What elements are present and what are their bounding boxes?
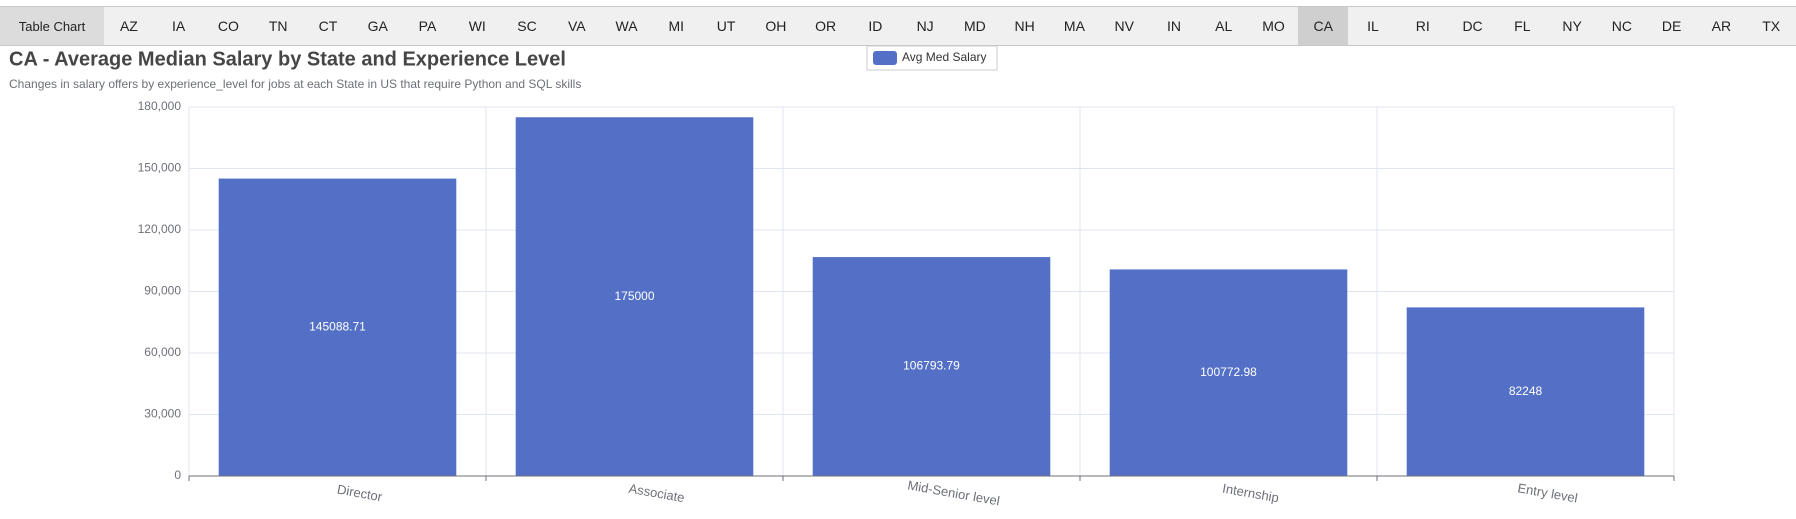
tab-ny[interactable]: NY: [1562, 18, 1582, 34]
chart-subtitle: Changes in salary offers by experience_l…: [9, 77, 581, 91]
tab-de[interactable]: DE: [1661, 18, 1682, 34]
tab-md[interactable]: MD: [964, 18, 986, 34]
y-tick-label: 150,000: [138, 161, 182, 175]
tab-ma[interactable]: MA: [1063, 18, 1085, 34]
tab-va[interactable]: VA: [567, 18, 586, 34]
x-category-label: Associate: [628, 481, 686, 506]
bar-director[interactable]: [218, 178, 457, 476]
tab-nc[interactable]: NC: [1611, 18, 1632, 34]
bar-associate[interactable]: [515, 117, 754, 476]
tab-pa[interactable]: PA: [418, 18, 437, 34]
tab-nh[interactable]: NH: [1014, 18, 1035, 34]
tab-ar[interactable]: AR: [1711, 18, 1732, 34]
x-category-label: Director: [336, 482, 384, 505]
bar-internship[interactable]: [1109, 269, 1348, 476]
y-tick-label: 120,000: [138, 222, 182, 236]
bar-value-label: 145088.71: [309, 319, 366, 333]
chart-title: CA - Average Median Salary by State and …: [9, 48, 566, 70]
tab-nj[interactable]: NJ: [916, 18, 934, 34]
tab-or[interactable]: OR: [815, 18, 837, 34]
tab-table-chart[interactable]: Table Chart: [0, 7, 104, 45]
bars: 145088.71 175000 106793.79 100772.98 82248: [218, 117, 1645, 476]
tab-az[interactable]: AZ: [119, 18, 138, 34]
tab-ca[interactable]: CA: [1298, 7, 1349, 45]
tab-al[interactable]: AL: [1215, 18, 1233, 34]
bar-chart: CA - Average Median Salary by State and …: [9, 46, 1675, 508]
x-category-label: Internship: [1221, 481, 1280, 506]
bar-entry-level[interactable]: [1406, 307, 1645, 476]
tab-wa[interactable]: WA: [615, 18, 638, 34]
x-category-label: Mid-Senior level: [906, 477, 1001, 508]
bar-value-label: 100772.98: [1200, 365, 1257, 379]
tab-dc[interactable]: DC: [1462, 18, 1483, 34]
tab-ga[interactable]: GA: [367, 18, 388, 34]
y-tick-label: 0: [174, 468, 181, 482]
legend-label: Avg Med Salary: [902, 50, 987, 64]
tab-in[interactable]: IN: [1166, 18, 1181, 34]
y-tick-label: 60,000: [144, 345, 181, 359]
tab-tx[interactable]: TX: [1762, 18, 1781, 34]
bar-value-label: 175000: [614, 289, 654, 303]
y-tick-label: 90,000: [144, 284, 181, 298]
tab-ia[interactable]: IA: [172, 18, 186, 34]
tab-mi[interactable]: MI: [668, 18, 685, 34]
bar-mid-senior-level[interactable]: [812, 257, 1051, 476]
tab-il[interactable]: IL: [1367, 18, 1379, 34]
state-tab-bar: Table Chart AZ IA CO TN CT GA PA WI SC VA WA MI UT OH O…: [0, 6, 1796, 46]
x-category-label: Entry level: [1516, 480, 1578, 505]
tab-ut[interactable]: UT: [716, 18, 736, 34]
tab-wi[interactable]: WI: [468, 18, 486, 34]
tab-id[interactable]: ID: [868, 18, 883, 34]
tab-mo[interactable]: MO: [1262, 18, 1285, 34]
tab-ct[interactable]: CT: [318, 18, 338, 34]
tab-oh[interactable]: OH: [765, 18, 787, 34]
tab-fl[interactable]: FL: [1514, 18, 1531, 34]
bar-value-label: 106793.79: [903, 359, 960, 373]
tab-ri[interactable]: RI: [1415, 18, 1430, 34]
y-tick-label: 180,000: [138, 99, 182, 113]
tab-tn[interactable]: TN: [268, 18, 288, 34]
legend-swatch: [873, 51, 897, 65]
bar-value-label: 82248: [1509, 384, 1543, 398]
y-tick-label: 30,000: [144, 407, 181, 421]
tab-co[interactable]: CO: [217, 18, 239, 34]
chart-legend[interactable]: Avg Med Salary: [866, 46, 998, 71]
tab-sc[interactable]: SC: [517, 18, 537, 34]
tab-nv[interactable]: NV: [1114, 18, 1134, 34]
